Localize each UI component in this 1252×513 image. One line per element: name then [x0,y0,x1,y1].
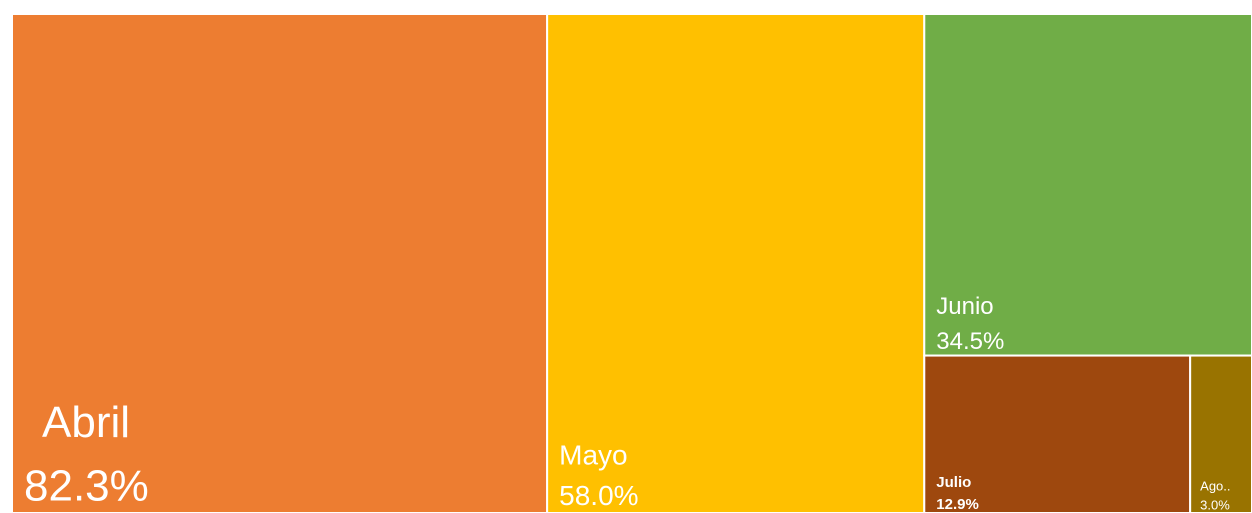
tile [1189,354,1252,513]
tile-value-label: 12.9% [936,496,979,513]
tile-value-label: 3.0% [1200,497,1230,512]
tile-value-label: 82.3% [24,462,149,511]
tile-category-label: Abril [42,398,130,447]
tile [11,13,549,513]
tile-category-label: Junio [936,293,993,320]
tile-category-label: Mayo [559,440,627,471]
tile-value-label: 34.5% [936,328,1004,355]
tile [923,354,1192,513]
tile-category-label: Julio [936,474,971,491]
tile-value-label: 58.0% [559,480,638,511]
tile [546,13,926,513]
tile [923,13,1252,357]
tile-category-label: Ago.. [1200,479,1230,494]
